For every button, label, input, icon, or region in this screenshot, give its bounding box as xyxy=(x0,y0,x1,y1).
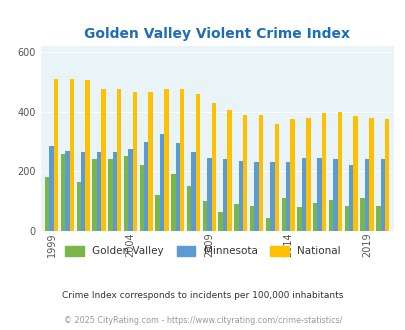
Bar xyxy=(364,159,368,231)
Bar xyxy=(296,207,301,231)
Legend: Golden Valley, Minnesota, National: Golden Valley, Minnesota, National xyxy=(61,242,344,260)
Bar xyxy=(333,159,337,231)
Bar xyxy=(301,158,305,231)
Bar xyxy=(281,198,285,231)
Bar xyxy=(312,203,317,231)
Bar xyxy=(148,92,153,231)
Bar xyxy=(265,217,270,231)
Bar xyxy=(337,112,341,231)
Bar xyxy=(238,161,243,231)
Bar xyxy=(305,118,310,231)
Bar xyxy=(65,150,69,231)
Bar xyxy=(164,89,168,231)
Bar xyxy=(249,206,254,231)
Bar xyxy=(175,143,179,231)
Bar xyxy=(171,174,175,231)
Bar xyxy=(202,201,207,231)
Bar xyxy=(139,165,144,231)
Bar xyxy=(144,142,148,231)
Bar xyxy=(384,119,388,231)
Bar xyxy=(368,118,373,231)
Bar xyxy=(92,159,96,231)
Bar xyxy=(54,79,58,231)
Bar xyxy=(195,94,200,231)
Bar xyxy=(379,159,384,231)
Bar xyxy=(207,158,211,231)
Bar xyxy=(186,186,191,231)
Title: Golden Valley Violent Crime Index: Golden Valley Violent Crime Index xyxy=(84,27,350,41)
Bar xyxy=(317,158,321,231)
Bar xyxy=(45,177,49,231)
Bar xyxy=(258,115,262,231)
Bar xyxy=(360,198,364,231)
Bar xyxy=(285,162,290,231)
Bar xyxy=(321,113,326,231)
Bar xyxy=(191,152,195,231)
Bar xyxy=(96,152,101,231)
Bar xyxy=(290,119,294,231)
Bar xyxy=(49,146,54,231)
Bar xyxy=(328,200,333,231)
Bar xyxy=(160,134,164,231)
Text: © 2025 CityRating.com - https://www.cityrating.com/crime-statistics/: © 2025 CityRating.com - https://www.city… xyxy=(64,316,341,325)
Bar xyxy=(101,89,105,231)
Bar xyxy=(375,206,379,231)
Bar xyxy=(124,156,128,231)
Bar xyxy=(218,212,222,231)
Bar xyxy=(108,159,112,231)
Bar xyxy=(69,79,74,231)
Bar xyxy=(128,149,132,231)
Bar xyxy=(227,110,231,231)
Bar xyxy=(211,103,215,231)
Bar xyxy=(179,89,184,231)
Bar xyxy=(132,92,137,231)
Bar xyxy=(222,159,227,231)
Bar xyxy=(61,153,65,231)
Bar xyxy=(243,115,247,231)
Text: Crime Index corresponds to incidents per 100,000 inhabitants: Crime Index corresponds to incidents per… xyxy=(62,291,343,300)
Bar xyxy=(77,182,81,231)
Bar xyxy=(348,165,353,231)
Bar xyxy=(117,89,121,231)
Bar xyxy=(353,116,357,231)
Bar xyxy=(344,206,348,231)
Bar xyxy=(85,81,90,231)
Bar xyxy=(270,162,274,231)
Bar xyxy=(112,152,117,231)
Bar xyxy=(155,195,160,231)
Bar xyxy=(254,162,258,231)
Bar xyxy=(81,152,85,231)
Bar xyxy=(274,124,278,231)
Bar xyxy=(234,204,238,231)
